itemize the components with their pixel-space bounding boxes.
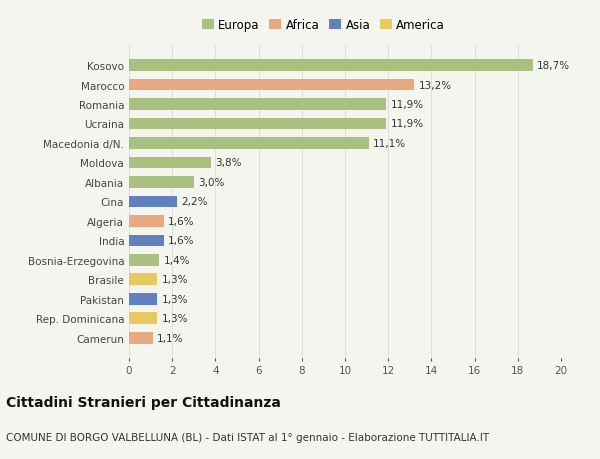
- Bar: [129, 293, 157, 305]
- Bar: [129, 216, 164, 227]
- Bar: [129, 196, 176, 208]
- Bar: [129, 79, 414, 91]
- Text: Cittadini Stranieri per Cittadinanza: Cittadini Stranieri per Cittadinanza: [6, 395, 281, 409]
- Legend: Europa, Africa, Asia, America: Europa, Africa, Asia, America: [197, 15, 450, 37]
- Text: 1,3%: 1,3%: [161, 313, 188, 324]
- Bar: [129, 332, 153, 344]
- Bar: [129, 274, 157, 285]
- Text: COMUNE DI BORGO VALBELLUNA (BL) - Dati ISTAT al 1° gennaio - Elaborazione TUTTIT: COMUNE DI BORGO VALBELLUNA (BL) - Dati I…: [6, 432, 489, 442]
- Bar: [129, 60, 533, 72]
- Bar: [129, 235, 164, 246]
- Bar: [129, 157, 211, 169]
- Text: 11,9%: 11,9%: [391, 119, 424, 129]
- Bar: [129, 99, 386, 111]
- Bar: [129, 254, 159, 266]
- Text: 1,3%: 1,3%: [161, 294, 188, 304]
- Bar: [129, 138, 369, 150]
- Text: 1,4%: 1,4%: [164, 255, 190, 265]
- Text: 2,2%: 2,2%: [181, 197, 208, 207]
- Text: 1,3%: 1,3%: [161, 274, 188, 285]
- Bar: [129, 177, 194, 188]
- Text: 1,1%: 1,1%: [157, 333, 184, 343]
- Text: 1,6%: 1,6%: [168, 216, 194, 226]
- Text: 18,7%: 18,7%: [537, 61, 571, 71]
- Text: 3,8%: 3,8%: [215, 158, 242, 168]
- Text: 1,6%: 1,6%: [168, 236, 194, 246]
- Bar: [129, 313, 157, 325]
- Text: 13,2%: 13,2%: [418, 80, 452, 90]
- Text: 11,9%: 11,9%: [391, 100, 424, 110]
- Bar: [129, 118, 386, 130]
- Text: 11,1%: 11,1%: [373, 139, 406, 149]
- Text: 3,0%: 3,0%: [198, 178, 224, 188]
